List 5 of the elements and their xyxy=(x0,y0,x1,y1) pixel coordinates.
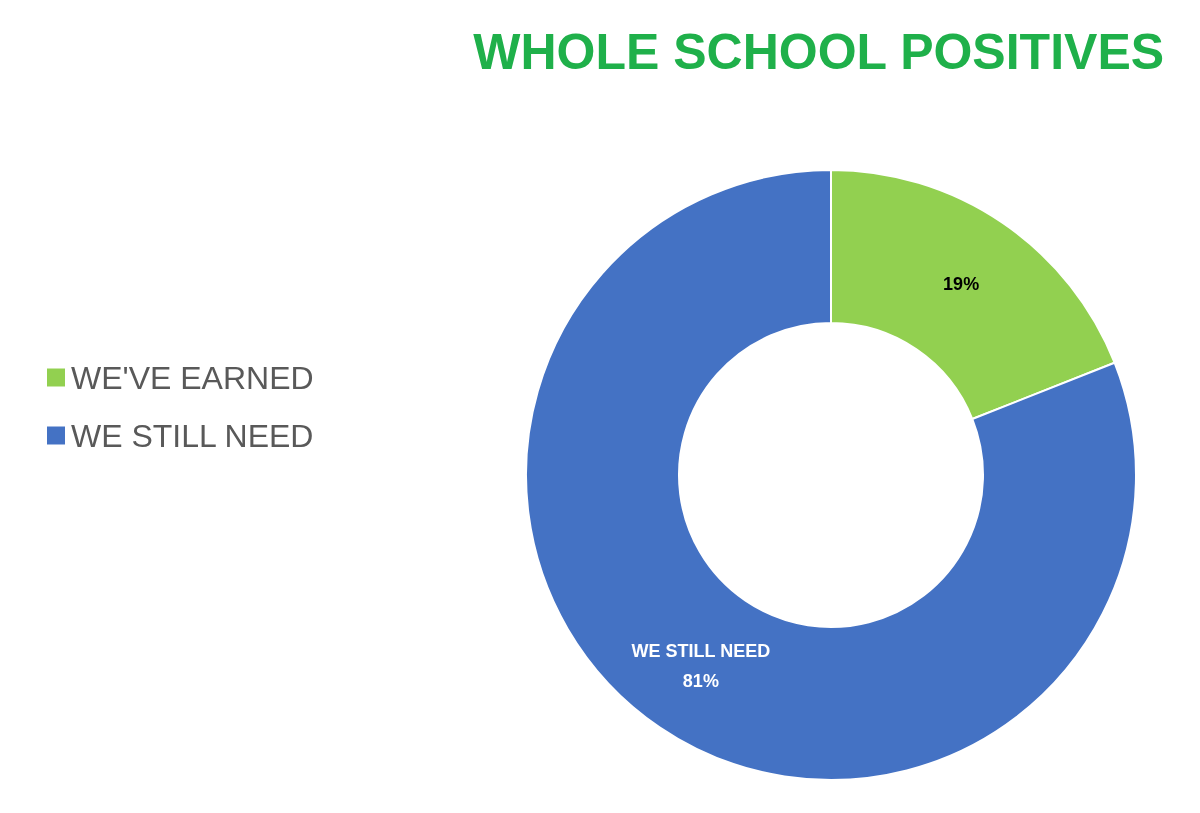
data-label: WE STILL NEED 81% xyxy=(631,641,771,692)
legend-label: WE'VE EARNED xyxy=(71,359,314,396)
data-label: 19% xyxy=(943,273,980,294)
chart-title: WHOLE SCHOOL POSITIVES xyxy=(473,24,1165,80)
legend-label: WE STILL NEED xyxy=(71,417,314,454)
